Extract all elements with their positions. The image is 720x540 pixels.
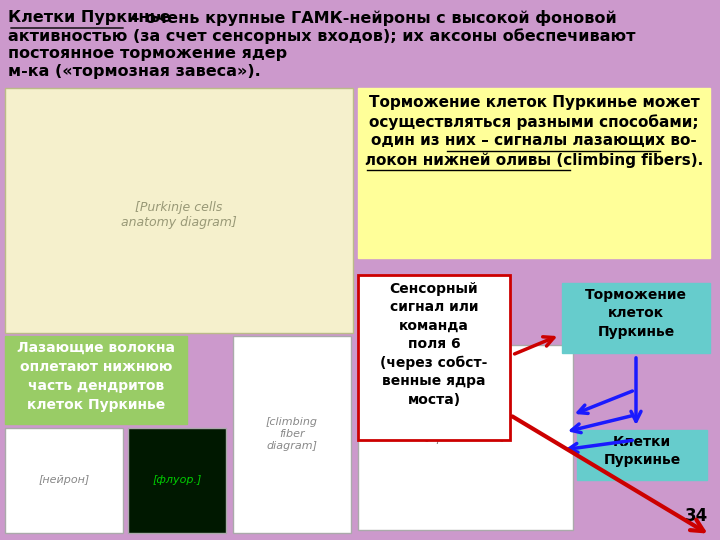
FancyBboxPatch shape <box>5 336 187 424</box>
Text: [срез мозга]: [срез мозга] <box>425 430 505 443</box>
FancyBboxPatch shape <box>358 88 710 258</box>
Text: Лазающие волокна
оплетают нижнюю
часть дендритов
клеток Пуркинье: Лазающие волокна оплетают нижнюю часть д… <box>17 341 175 412</box>
FancyBboxPatch shape <box>358 345 573 530</box>
FancyBboxPatch shape <box>577 430 707 480</box>
Text: Торможение клеток Пуркинье может: Торможение клеток Пуркинье может <box>369 95 699 110</box>
FancyBboxPatch shape <box>5 88 353 333</box>
Text: локон нижней оливы (climbing fibers).: локон нижней оливы (climbing fibers). <box>365 152 703 167</box>
Text: Сенсорный
сигнал или
команда
поля 6
(через собст-
венные ядра
моста): Сенсорный сигнал или команда поля 6 (чер… <box>380 282 487 407</box>
FancyBboxPatch shape <box>128 428 226 533</box>
FancyBboxPatch shape <box>562 283 710 353</box>
FancyBboxPatch shape <box>5 428 123 533</box>
Text: [флуор.]: [флуор.] <box>153 475 202 485</box>
Text: постоянное торможение ядер: постоянное торможение ядер <box>8 46 287 61</box>
Text: осуществляться разными способами;: осуществляться разными способами; <box>369 114 699 130</box>
Text: 34: 34 <box>685 507 708 525</box>
Text: активностью (за счет сенсорных входов); их аксоны обеспечивают: активностью (за счет сенсорных входов); … <box>8 28 636 44</box>
FancyBboxPatch shape <box>358 275 510 440</box>
Text: [Purkinje cells
anatomy diagram]: [Purkinje cells anatomy diagram] <box>121 201 237 229</box>
Text: один из них – сигналы лазающих во-: один из них – сигналы лазающих во- <box>371 133 697 148</box>
Text: [нейрон]: [нейрон] <box>38 475 89 485</box>
Text: Торможение
клеток
Пуркинье: Торможение клеток Пуркинье <box>585 288 687 339</box>
Text: Клетки Пуркинье: Клетки Пуркинье <box>8 10 171 25</box>
Text: Клетки
Пуркинье: Клетки Пуркинье <box>603 435 680 468</box>
Text: м-ка («тормозная завеса»).: м-ка («тормозная завеса»). <box>8 64 261 79</box>
Text: [climbing
fiber
diagram]: [climbing fiber diagram] <box>266 417 318 450</box>
Text: – очень крупные ГАМК-нейроны с высокой фоновой: – очень крупные ГАМК-нейроны с высокой ф… <box>126 10 617 26</box>
FancyBboxPatch shape <box>233 336 351 533</box>
